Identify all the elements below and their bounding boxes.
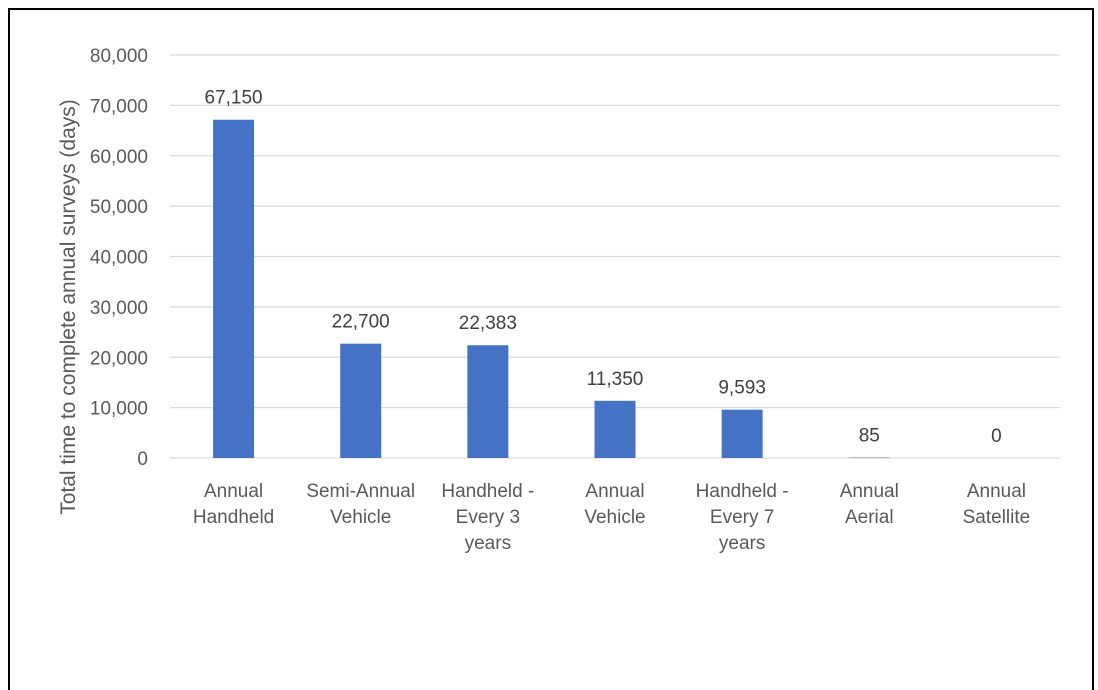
- x-tick-label: Annual Satellite: [963, 481, 1031, 528]
- x-tick-label: Annual Vehicle: [584, 481, 645, 528]
- data-label: 11,350: [587, 369, 644, 390]
- data-label: 85: [859, 426, 880, 447]
- data-label: 67,150: [205, 88, 263, 109]
- y-axis-ticks: 0 10,000 20,000 30,000 40,000 50,000 60,000 70,…: [90, 46, 148, 470]
- y-tick-label: 0: [137, 449, 148, 470]
- x-tick-label: Handheld -Every 3 years: [441, 481, 534, 554]
- data-label: 0: [991, 426, 1002, 447]
- y-tick-label: 80,000: [90, 46, 148, 67]
- y-tick-label: 40,000: [90, 248, 148, 269]
- data-label: 22,700: [332, 312, 390, 333]
- y-tick-label: 50,000: [90, 197, 148, 218]
- data-label: 9,593: [718, 378, 766, 399]
- y-tick-label: 10,000: [90, 399, 148, 420]
- bar: [467, 345, 509, 458]
- x-tick-label: Annual Aerial: [840, 481, 899, 528]
- bar: [721, 409, 763, 458]
- bars: [213, 119, 890, 458]
- y-tick-label: 60,000: [90, 147, 148, 168]
- bar: [594, 400, 636, 458]
- x-axis-labels: Annual Handheld Semi-Annual Vehicle Handheld…: [193, 481, 1030, 554]
- y-tick-label: 20,000: [90, 348, 148, 369]
- chart-frame: [8, 8, 1094, 690]
- bar: [213, 119, 255, 458]
- x-tick-label: Annual Handheld: [193, 481, 274, 528]
- gridlines: [170, 54, 1060, 459]
- data-label: 22,383: [459, 313, 517, 334]
- y-tick-label: 30,000: [90, 298, 148, 319]
- data-labels: 67,150 22,700 22,383 11,350 9,593 85 0: [205, 88, 1002, 447]
- bar: [340, 343, 382, 458]
- x-tick-label: Semi-Annual Vehicle: [306, 481, 415, 528]
- y-tick-label: 70,000: [90, 96, 148, 117]
- x-tick-label: Handheld -Every 7 years: [696, 481, 789, 554]
- y-axis-title: Total time to complete annual surveys (d…: [57, 99, 80, 515]
